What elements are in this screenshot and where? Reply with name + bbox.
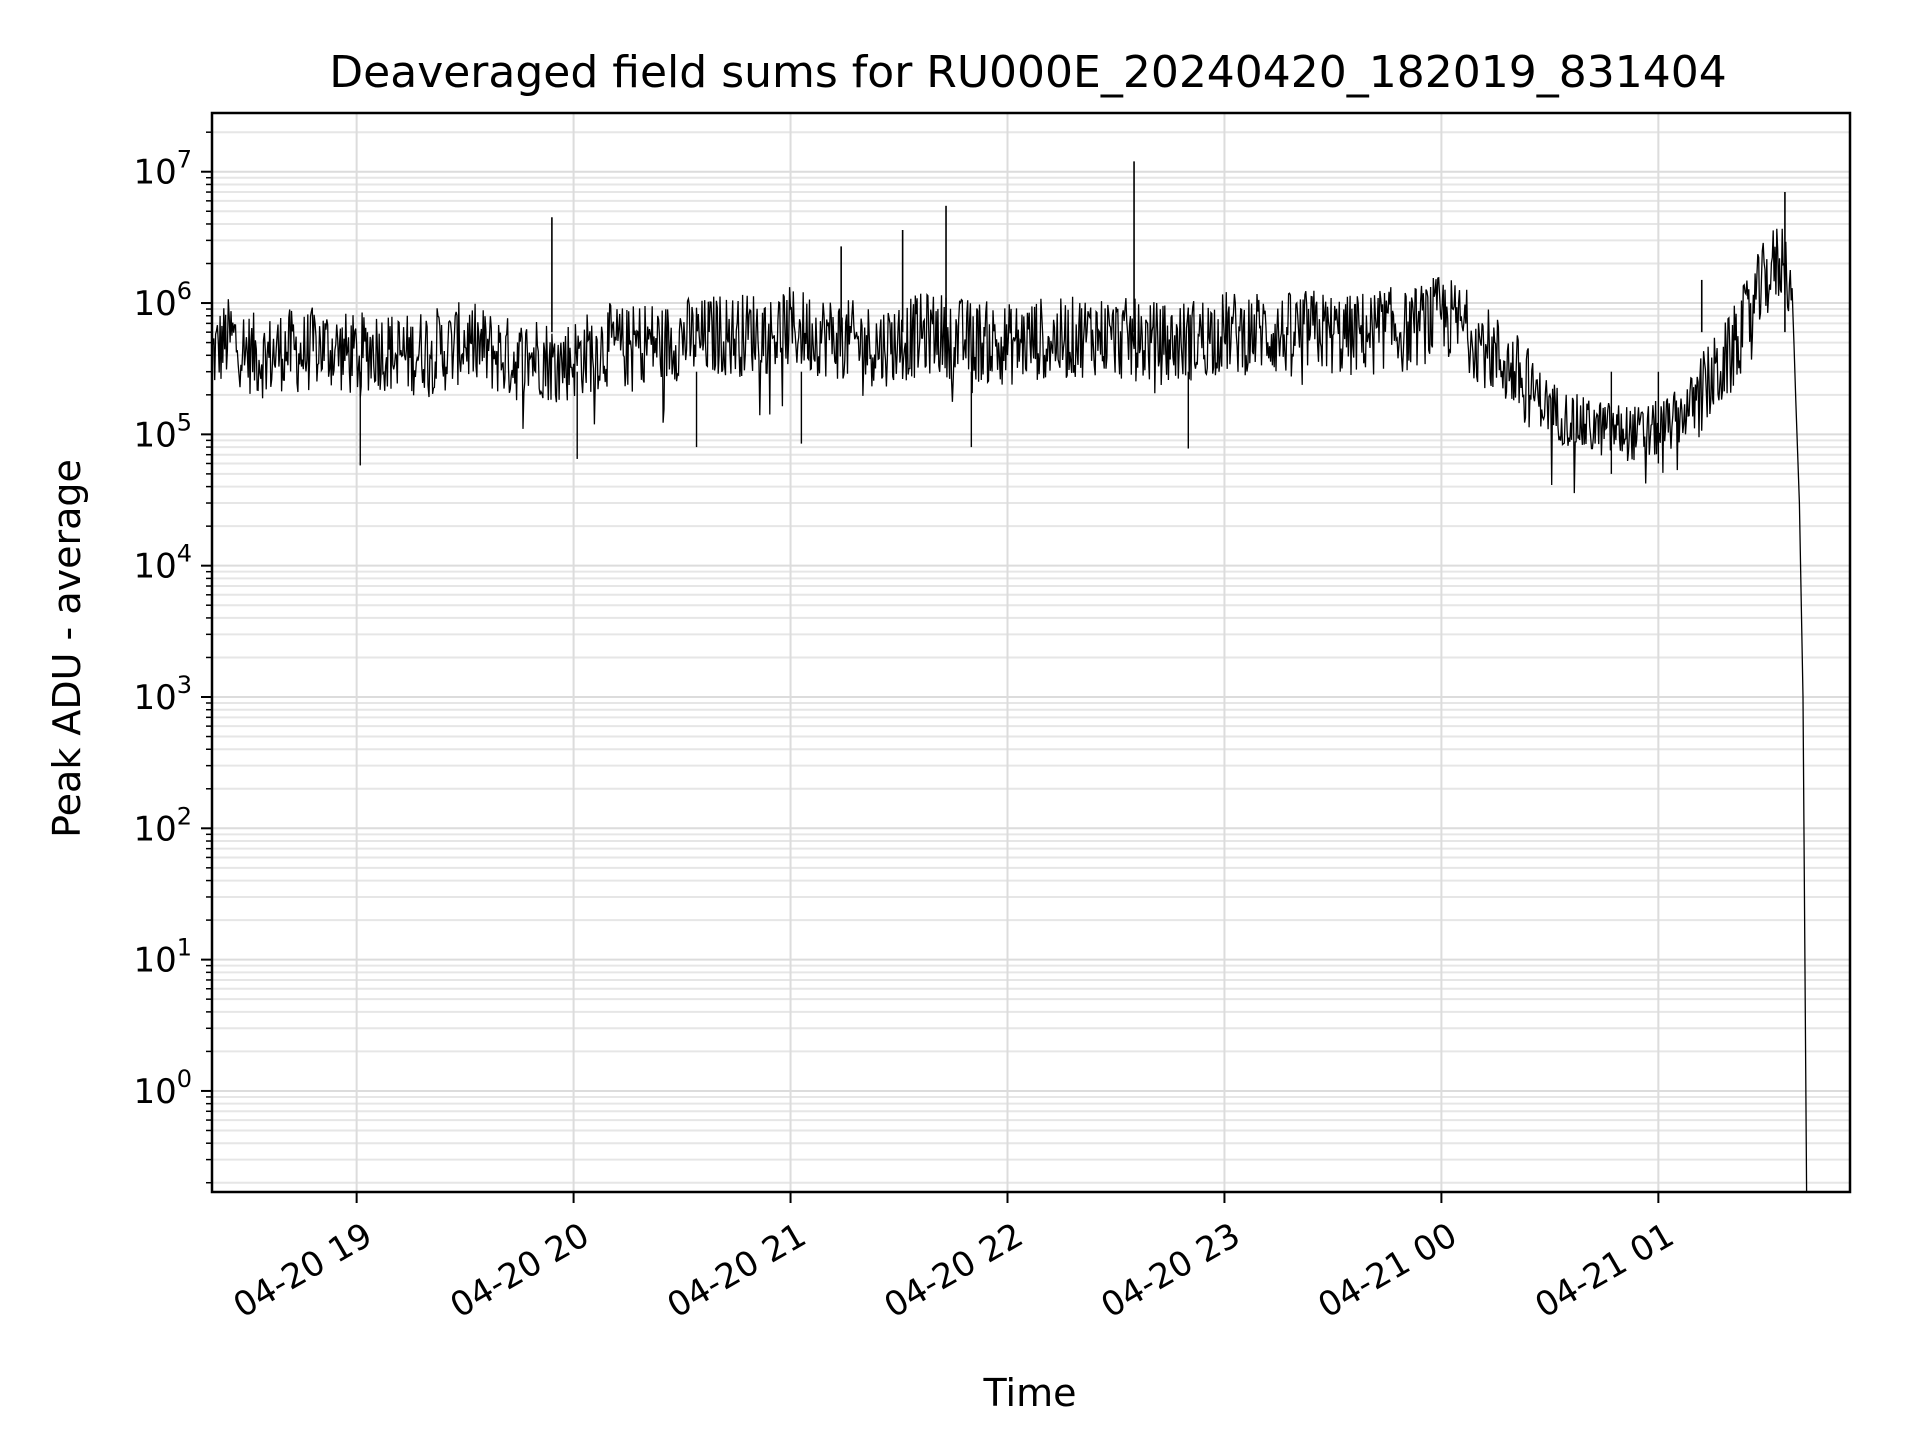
x-tick-label: 04-20 23 <box>1095 1215 1247 1326</box>
x-axis-label: Time <box>983 1371 1077 1415</box>
plot-frame <box>210 111 1852 1194</box>
series-path <box>211 228 1808 1193</box>
y-tick-label: 103 <box>133 671 192 718</box>
y-tick-label: 101 <box>133 934 192 981</box>
x-tick-label: 04-20 20 <box>444 1215 596 1326</box>
x-tick-label: 04-20 21 <box>661 1215 813 1326</box>
grid-lines <box>212 113 1850 1192</box>
y-axis-label: Peak ADU - average <box>45 459 89 838</box>
series-line <box>211 161 1808 1193</box>
y-tick-label: 106 <box>133 277 192 324</box>
y-tick-label: 102 <box>133 802 192 849</box>
y-tick-label: 100 <box>133 1065 192 1112</box>
chart-title: Deaveraged field sums for RU000E_2024042… <box>329 47 1726 98</box>
x-tick-label: 04-20 19 <box>227 1215 379 1326</box>
x-axis: 04-20 19 04-20 20 04-20 21 04-20 22 04-20 23… <box>227 1192 1681 1326</box>
x-tick-label: 04-20 22 <box>878 1215 1030 1326</box>
y-axis: 100 101 102 103 104 105 106 107 <box>133 131 212 1184</box>
y-tick-label: 104 <box>133 540 192 587</box>
x-tick-label: 04-21 00 <box>1312 1215 1464 1326</box>
y-tick-label: 107 <box>133 146 192 193</box>
x-tick-label: 04-21 01 <box>1528 1215 1680 1326</box>
y-tick-label: 105 <box>133 408 192 455</box>
